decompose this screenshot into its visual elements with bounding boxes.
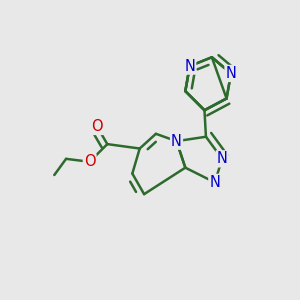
Text: N: N: [184, 58, 195, 74]
Text: N: N: [209, 175, 220, 190]
Text: N: N: [217, 151, 228, 166]
Text: O: O: [91, 119, 103, 134]
Text: O: O: [84, 154, 95, 169]
Text: N: N: [171, 134, 182, 149]
Text: N: N: [226, 66, 236, 81]
